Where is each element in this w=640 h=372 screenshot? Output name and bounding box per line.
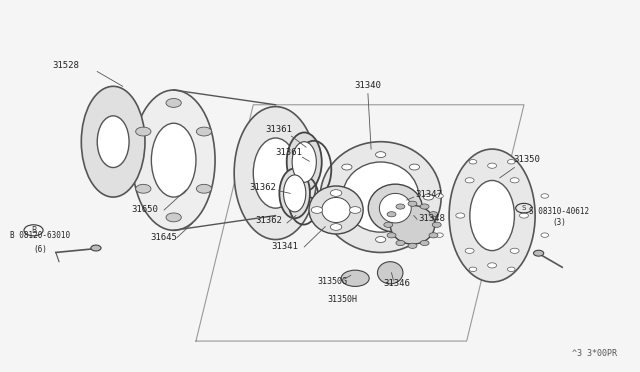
Text: (6): (6) (33, 246, 47, 254)
Circle shape (420, 204, 429, 209)
Ellipse shape (368, 184, 422, 232)
Text: S: S (522, 205, 526, 211)
Ellipse shape (253, 138, 298, 208)
Circle shape (342, 164, 352, 170)
Circle shape (311, 207, 323, 213)
Text: 31361: 31361 (266, 125, 292, 134)
Ellipse shape (322, 198, 351, 222)
Ellipse shape (378, 262, 403, 284)
Ellipse shape (97, 116, 129, 167)
Circle shape (376, 237, 386, 243)
Ellipse shape (449, 149, 535, 282)
Ellipse shape (292, 142, 316, 182)
Text: 31340: 31340 (355, 81, 381, 90)
Circle shape (469, 267, 477, 272)
Circle shape (136, 127, 151, 136)
Circle shape (420, 240, 429, 246)
Text: 31346: 31346 (383, 279, 410, 288)
Ellipse shape (280, 169, 310, 218)
Circle shape (432, 222, 441, 227)
Circle shape (429, 212, 438, 217)
Circle shape (410, 164, 420, 170)
Ellipse shape (287, 132, 322, 192)
Circle shape (91, 245, 101, 251)
Text: 31362: 31362 (256, 216, 283, 225)
Circle shape (520, 213, 529, 218)
Circle shape (510, 178, 519, 183)
Ellipse shape (470, 180, 515, 251)
Circle shape (166, 213, 181, 222)
Ellipse shape (132, 90, 215, 230)
Circle shape (387, 233, 396, 238)
Circle shape (328, 194, 338, 200)
Circle shape (534, 250, 544, 256)
Text: 31350H: 31350H (328, 295, 358, 304)
Circle shape (488, 263, 497, 268)
Ellipse shape (309, 186, 363, 234)
Circle shape (465, 178, 474, 183)
Circle shape (488, 163, 497, 168)
Text: 31361: 31361 (275, 148, 301, 157)
Text: B: B (31, 226, 36, 235)
Circle shape (196, 127, 212, 136)
Ellipse shape (284, 175, 306, 212)
Circle shape (396, 240, 405, 246)
Circle shape (349, 207, 361, 213)
Text: 31348: 31348 (418, 214, 445, 223)
Circle shape (508, 267, 515, 272)
Text: 31645: 31645 (150, 232, 177, 241)
Circle shape (410, 224, 420, 230)
Circle shape (384, 222, 393, 227)
Circle shape (541, 233, 548, 237)
Text: S 08310-40612: S 08310-40612 (529, 207, 589, 216)
Circle shape (376, 152, 386, 158)
Ellipse shape (234, 107, 317, 240)
Text: 31362: 31362 (250, 183, 276, 192)
Text: 31350G: 31350G (318, 277, 348, 286)
Circle shape (465, 248, 474, 253)
Circle shape (423, 194, 433, 200)
Circle shape (510, 248, 519, 253)
Circle shape (342, 224, 352, 230)
Ellipse shape (390, 205, 435, 244)
Ellipse shape (342, 162, 419, 232)
Ellipse shape (81, 86, 145, 197)
Circle shape (469, 160, 477, 164)
Text: 31347: 31347 (415, 190, 442, 199)
Circle shape (341, 270, 369, 286)
Text: B 08120-63010: B 08120-63010 (10, 231, 70, 240)
Text: (3): (3) (552, 218, 566, 227)
Circle shape (456, 213, 465, 218)
Circle shape (136, 185, 151, 193)
Circle shape (508, 160, 515, 164)
Ellipse shape (380, 193, 412, 223)
Circle shape (429, 233, 438, 238)
Text: 31650: 31650 (132, 205, 159, 214)
Text: 31350: 31350 (514, 155, 541, 164)
Circle shape (196, 185, 212, 193)
Text: 31528: 31528 (52, 61, 79, 70)
Circle shape (408, 243, 417, 248)
Circle shape (408, 201, 417, 206)
Text: ^3 3*00PR: ^3 3*00PR (572, 349, 616, 358)
Circle shape (396, 204, 405, 209)
Text: 31341: 31341 (272, 242, 298, 251)
Circle shape (541, 194, 548, 198)
Ellipse shape (152, 123, 196, 197)
Circle shape (166, 99, 181, 108)
Circle shape (436, 233, 444, 237)
Circle shape (436, 194, 444, 198)
Ellipse shape (320, 142, 441, 253)
Circle shape (387, 212, 396, 217)
Circle shape (330, 190, 342, 196)
Circle shape (330, 224, 342, 230)
